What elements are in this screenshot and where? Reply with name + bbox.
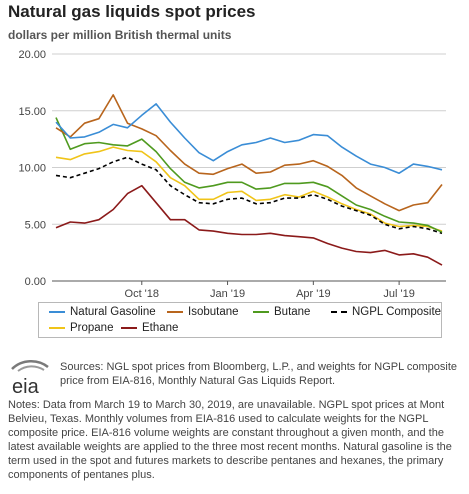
series-line-ngpl-composite [55,156,443,235]
y-tick-label: 15.00 [18,106,46,118]
notes-text: Notes: Data from March 19 to March 30, 2… [8,399,452,481]
x-tick-label: Jul '19 [383,288,414,300]
legend-swatch-ngpl-composite [331,311,347,313]
legend-label: NGPL Composite [352,306,442,318]
x-tick-label: Jan '19 [210,288,245,300]
y-tick-label: 5.00 [25,219,46,231]
legend-swatch-butane [253,311,269,313]
legend-item-ethane: Ethane [121,322,178,334]
x-axis: Oct '18 Jan '19 Apr '19 Jul '19 [125,281,415,300]
legend-label: Natural Gasoline [70,306,156,318]
legend-item-butane: Butane [253,306,310,318]
series-line-isobutane [55,94,443,212]
legend-swatch-propane [49,327,65,329]
y-tick-label: 20.00 [18,49,46,61]
series-line-natural-gasoline [55,103,443,174]
legend-swatch-ethane [121,327,137,329]
y-axis: 0.00 5.00 10.00 15.00 20.00 [18,49,46,288]
legend: Natural Gasoline Isobutane Butane NGPL C… [38,302,442,338]
y-tick-label: 0.00 [25,276,46,288]
legend-label: Butane [274,306,311,318]
legend-item-natural-gasoline: Natural Gasoline [49,306,156,318]
chart-subtitle: dollars per million British thermal unit… [8,28,232,42]
x-tick-label: Apr '19 [296,288,331,300]
chart-title: Natural gas liquids spot prices [8,2,256,21]
legend-label: Propane [70,322,114,334]
series-line-ethane [55,184,443,266]
series-lines [55,94,443,266]
legend-label: Isobutane [188,306,239,318]
series-line-butane [55,117,443,233]
legend-swatch-isobutane [167,311,183,313]
eia-logo-icon: eia [11,360,49,398]
x-tick-label: Oct '18 [125,288,160,300]
legend-label: Ethane [142,322,179,334]
legend-item-isobutane: Isobutane [167,306,239,318]
svg-text:eia: eia [12,376,40,398]
legend-swatch-natural-gasoline [49,311,65,313]
legend-item-ngpl-composite: NGPL Composite [331,306,441,318]
price-chart: 0.00 5.00 10.00 15.00 20.00 Oct '18 Jan '19 Ap… [18,49,446,300]
legend-item-propane: Propane [49,322,113,334]
series-line-propane [55,146,443,232]
grid-lines [52,53,446,282]
y-tick-label: 10.00 [18,163,46,175]
sources-note: Sources: NGL spot prices from Bloomberg,… [60,361,457,387]
